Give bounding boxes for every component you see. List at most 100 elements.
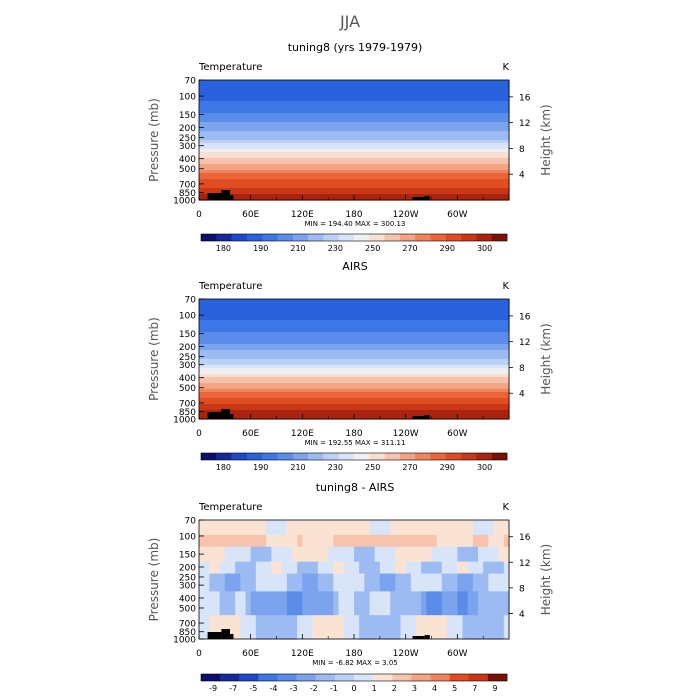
contour-cell [354,579,360,584]
topography-mask [412,197,425,200]
contour-cell [297,612,303,616]
contour-cell [199,585,205,590]
contour-cell [219,606,226,610]
contour-cell [266,582,272,587]
contour-cell [462,555,469,560]
contour-cell [312,585,319,590]
contour-cell [354,582,360,587]
contour-cell [478,573,484,578]
colorbar: 180 190 210 230 250 270 290 300 [200,233,508,253]
contour-cell [286,591,293,595]
contour-cell [441,540,448,545]
contour-cell [348,618,355,622]
contour-cell [462,552,469,557]
contour-cell [405,582,412,587]
contour-cell [462,636,469,640]
contour-cell [317,615,324,619]
contour-cell [472,573,479,578]
y-tick-label: 700 [179,399,196,409]
contour-cell [250,537,257,542]
contour-cell [307,549,314,554]
contour-cell [214,564,221,569]
contour-cell [255,555,262,560]
contour-cell [240,534,247,539]
contour-cell [493,630,500,634]
contour-cell [235,534,241,539]
contour-cell [462,609,469,613]
contour-cell [452,624,458,628]
contour-cell [426,549,433,554]
y-axis-title: Pressure (mb) [147,538,161,622]
contour-cell [441,522,448,527]
contour-cell [400,522,407,527]
contour-cell [421,555,427,560]
contour-cell [472,540,479,545]
contour-cell [328,534,334,539]
contour-cell [493,525,500,530]
contour-cell [472,546,479,551]
contour-cell [441,633,448,637]
contour-cell [214,615,221,619]
contour-cell [431,585,438,590]
contour-cell [199,341,510,345]
contour-cell [395,624,402,628]
contour-cell [245,615,252,619]
contour-cell [457,549,464,554]
contour-cell [266,630,272,634]
contour-cell [369,576,376,581]
contour-cell [441,534,448,539]
contour-cell [219,600,226,604]
contour-cell [462,543,469,548]
contour-cell [328,624,334,628]
contour-cell [441,546,448,551]
contour-cell [374,525,381,530]
contour-cell [261,531,267,536]
contour-cell [405,546,412,551]
contour-cell [364,534,371,539]
colorbar-swatch [384,453,401,460]
contour-cell [379,558,386,563]
contour-cell [317,552,324,557]
contour-cell [405,558,412,563]
contour-cell [441,588,448,592]
contour-cell [447,552,453,557]
contour-cell [240,528,247,533]
contour-cell [390,588,396,592]
contour-cell [385,561,391,566]
contour-cell [379,603,386,607]
contour-cell [472,588,479,592]
contour-cell [478,561,484,566]
contour-cell [498,591,505,595]
contour-cell [467,594,474,598]
contour-cell [503,546,510,551]
contour-cell [209,600,216,604]
contour-cell [348,636,355,640]
contour-cell [390,603,396,607]
contour-cell [338,555,345,560]
contour-cell [323,540,329,545]
contour-cell [369,624,376,628]
contour-cell [447,522,453,527]
contour-cell [359,573,365,578]
contour-cell [199,80,510,84]
contour-cell [245,621,252,625]
contour-cell [462,627,469,631]
contour-cell [255,567,262,572]
contour-cell [224,582,231,587]
contour-cell [343,600,350,604]
contour-cell [436,567,443,572]
contour-cell [359,567,365,572]
contour-cell [224,603,231,607]
contour-cell [307,630,314,634]
contour-cell [488,543,495,548]
contour-cell [457,531,464,536]
contour-cell [488,588,495,592]
y-tick-label: 300 [179,361,196,371]
contour-cell [271,609,278,613]
contour-cell [286,624,293,628]
contour-cell [281,591,288,595]
contour-cell [276,615,283,619]
contour-cell [478,591,484,595]
contour-cell [364,579,371,584]
colorbar-swatch [430,453,447,460]
